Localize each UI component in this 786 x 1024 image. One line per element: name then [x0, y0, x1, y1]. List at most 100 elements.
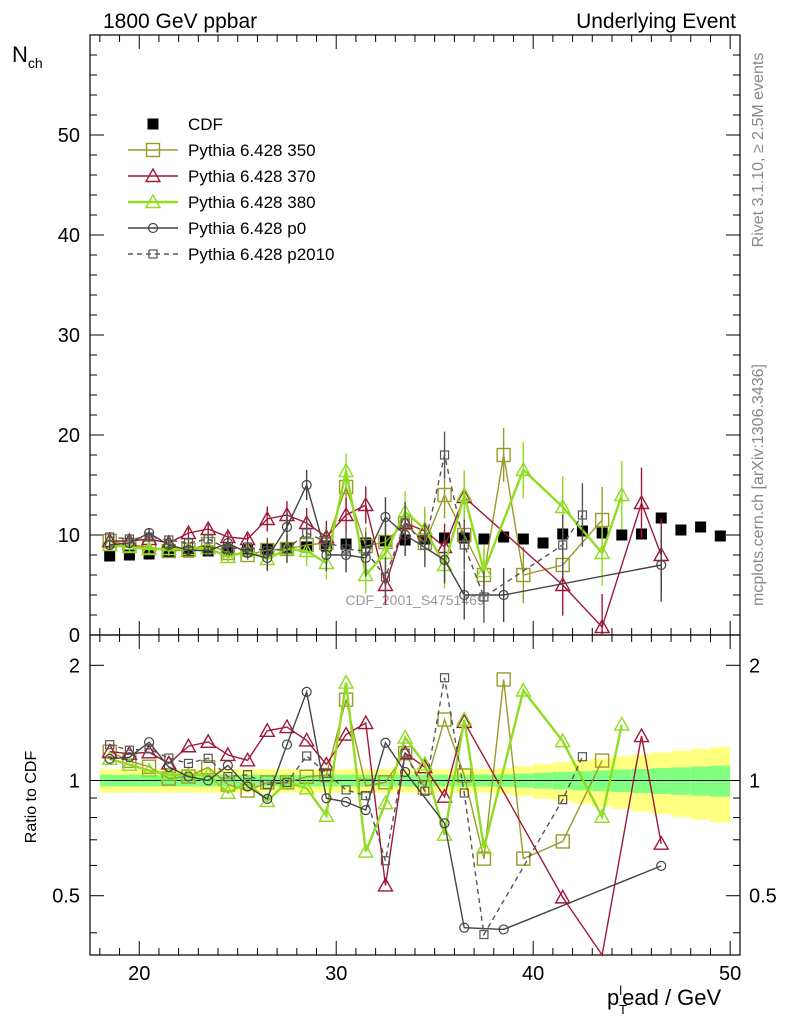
series-5-point: [341, 544, 351, 554]
y-tick-label: 20: [58, 425, 80, 447]
series-3-ratio-point: [613, 716, 631, 731]
series-4-ratio-point: [124, 752, 135, 763]
series-4-ratio-point: [459, 922, 470, 933]
series-0-point: [675, 524, 687, 536]
series-3-ratio-point: [436, 826, 453, 841]
series-2-point: [633, 494, 650, 510]
series-3-ratio-point: [377, 794, 394, 810]
series-0-point: [104, 550, 116, 562]
series-4-ratio-point: [321, 793, 332, 804]
series-3-point: [593, 544, 611, 560]
legend-marker-5: [148, 249, 158, 259]
legend-label-5: Pythia 6.428 p2010: [188, 245, 335, 264]
series-5-point: [203, 534, 213, 544]
legend-marker-4: [147, 222, 159, 234]
series-5-point: [223, 544, 233, 554]
series-3-point: [140, 540, 158, 556]
series-4-ratio-point: [222, 760, 233, 771]
series-5-point: [380, 572, 391, 582]
series-1-ratio-point: [437, 712, 452, 727]
legend-marker-2: [144, 167, 162, 183]
axes-ticks: 20 30 40 50 0 10 20 30 40 50 0.5 0.5 1 1 2 2: [52, 35, 777, 985]
series-5-ratio-point: [105, 740, 115, 750]
series-5-ratio-point: [459, 788, 469, 798]
x-label-rest: ead / GeV: [622, 985, 721, 1010]
series-4-ratio-point: [340, 796, 352, 808]
y-tick-label: 10: [58, 525, 80, 547]
series-3-point: [337, 462, 355, 478]
y-label-n: N: [12, 42, 28, 67]
series-5-ratio-point: [400, 748, 410, 758]
series-4-ratio-point: [301, 686, 312, 697]
series-3-point: [456, 486, 473, 502]
ratio-plot-series: [101, 672, 670, 957]
x-axis-label: plead / GeV: [607, 983, 722, 1010]
series-4-point: [281, 521, 293, 533]
series-5-ratio-point: [577, 752, 588, 762]
legend-label-4: Pythia 6.428 p0: [188, 219, 306, 238]
legend-label-2: Pythia 6.428 370: [188, 167, 316, 186]
series-5-point: [361, 546, 371, 556]
series-5-point: [105, 532, 115, 542]
series-2-ratio-point: [278, 718, 296, 734]
series-5-ratio-point: [164, 753, 174, 763]
series-4-ratio-point: [498, 924, 509, 935]
y-tick-label: 0: [69, 625, 80, 647]
series-5-point: [164, 535, 174, 545]
series-5-point: [439, 450, 450, 460]
series-4-ratio-point: [360, 804, 371, 816]
series-4-ratio-point: [439, 818, 450, 829]
series-5-point: [302, 528, 312, 538]
y-tick-label: 40: [58, 225, 80, 247]
series-4-point: [380, 511, 391, 523]
series-3-ratio-point: [259, 792, 276, 808]
series-5-point: [321, 537, 331, 547]
series-4-point: [498, 589, 509, 601]
series-5-point: [577, 510, 588, 520]
series-5-ratio-point: [262, 779, 272, 790]
x-tick-label: 30: [325, 963, 347, 985]
series-0-point: [498, 531, 510, 543]
x-label-p: p: [607, 985, 619, 1010]
series-0-point: [695, 521, 707, 533]
series-2-ratio-point: [377, 877, 394, 892]
series-2-ratio-point: [554, 888, 571, 904]
series-2-point: [259, 510, 276, 526]
rivet-version-label: Rivet 3.1.10, ≥ 2.5M events: [750, 53, 767, 248]
x-label-sub: T: [619, 1002, 627, 1017]
series-5-ratio-point: [144, 744, 154, 754]
series-2-point: [593, 618, 611, 634]
series-3-ratio-point: [593, 808, 611, 823]
series-2-ratio-point: [259, 722, 276, 737]
series-5-ratio-point: [124, 745, 134, 755]
series-4-point: [656, 559, 667, 571]
series-5-ratio-point: [380, 856, 391, 866]
series-0-point: [537, 537, 549, 549]
series-3-ratio-point: [515, 682, 532, 697]
series-2-ratio-point: [416, 758, 434, 774]
series-5-point: [420, 540, 430, 550]
series-3-ratio-point: [298, 779, 315, 795]
series-5-point: [183, 538, 194, 548]
series-5-ratio-point: [558, 795, 568, 805]
series-5-ratio-point: [439, 673, 450, 683]
ratio-y-tick-label: 1: [69, 771, 80, 793]
series-1-point: [437, 487, 452, 503]
series-2-ratio-point: [101, 743, 118, 758]
series-3-ratio-point: [396, 729, 414, 744]
series-5-point: [479, 592, 489, 602]
series-1-ratio-point: [181, 769, 196, 784]
series-1-ratio-point: [457, 768, 472, 783]
series-0-point: [478, 533, 490, 545]
ratio-y-tick-label: 0.5: [52, 886, 80, 908]
series-4-point: [459, 589, 470, 601]
series-5-point: [400, 518, 410, 528]
series-1-ratio-point: [141, 759, 157, 774]
legend-marker-3: [144, 193, 162, 209]
legend-marker-0: [147, 118, 159, 130]
series-0-point: [655, 512, 667, 524]
series-1-ratio-point: [476, 851, 492, 866]
series-5-point: [262, 546, 272, 556]
series-1-ratio-point: [338, 692, 354, 707]
series-4-ratio-point: [281, 739, 293, 750]
